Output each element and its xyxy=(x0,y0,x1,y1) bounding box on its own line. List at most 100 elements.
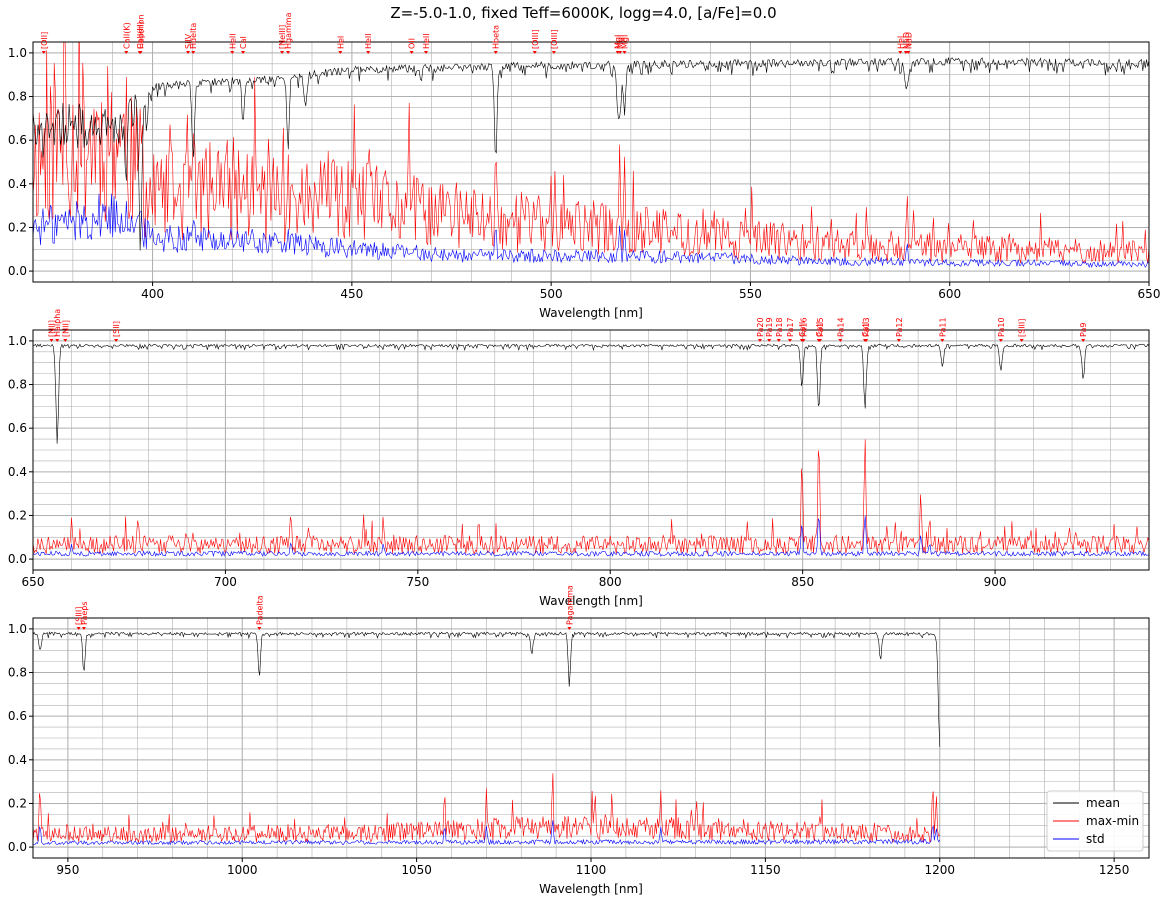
series-line-mean xyxy=(33,57,1149,251)
y-tick-label: 0.4 xyxy=(8,465,27,479)
line-label: NaD xyxy=(904,32,913,49)
line-marker xyxy=(618,51,623,54)
x-tick-label: 650 xyxy=(1138,287,1161,301)
line-label: [NII] xyxy=(61,320,70,337)
line-marker xyxy=(862,339,867,342)
line-label: [OIII] xyxy=(531,29,540,49)
line-label: [NII] xyxy=(47,320,56,337)
line-label: [NeIII] xyxy=(278,25,287,49)
legend-entry: max-min xyxy=(1086,814,1139,828)
legend-entry: mean xyxy=(1086,796,1120,810)
line-label: CaII xyxy=(798,322,807,337)
x-tick-label: 1150 xyxy=(750,863,781,877)
line-marker xyxy=(55,339,60,342)
y-tick-label: 0.6 xyxy=(8,421,27,435)
line-label: SiIV xyxy=(184,33,193,49)
x-axis-label: Wavelength [nm] xyxy=(539,594,643,608)
x-tick-label: 750 xyxy=(406,575,429,589)
x-tick-label: 1200 xyxy=(924,863,955,877)
line-marker xyxy=(551,51,556,54)
line-marker xyxy=(41,51,46,54)
line-label: [OIII] xyxy=(550,29,559,49)
line-label: [OII] xyxy=(40,32,49,49)
line-label: Pa9 xyxy=(1079,323,1088,337)
y-tick-label: 0.8 xyxy=(8,666,27,680)
line-label: HeII xyxy=(422,33,431,49)
line-label: CaII xyxy=(861,322,870,337)
line-marker xyxy=(906,51,911,54)
series-line-mean xyxy=(33,631,941,747)
line-marker xyxy=(1019,339,1024,342)
series-group xyxy=(33,343,1149,558)
line-label: Pa20 xyxy=(756,317,765,337)
figure-title: Z=-5.0-1.0, fixed Teff=6000K, logg=4.0, … xyxy=(390,4,776,22)
line-marker xyxy=(114,339,119,342)
line-label: [SII] xyxy=(112,321,121,337)
x-tick-label: 700 xyxy=(214,575,237,589)
panel-1-visible-spectrum: 400 450 500 550 600 650 0.0 0.2 0.4 0.6 0.8 1.0 Wave… xyxy=(8,12,1161,320)
line-label: Pa18 xyxy=(775,317,784,337)
line-marker xyxy=(257,627,262,630)
x-tick-label: 900 xyxy=(984,575,1007,589)
line-marker xyxy=(280,51,285,54)
legend-box xyxy=(1046,790,1144,852)
series-line-mean xyxy=(33,343,1149,444)
y-tick-label: 0.2 xyxy=(8,796,27,810)
line-label: MgI xyxy=(616,35,625,49)
y-tick-label: 0.0 xyxy=(8,840,27,854)
y-tick-label: 0.6 xyxy=(8,133,27,147)
x-tick-label: 400 xyxy=(141,287,164,301)
x-axis-label: Wavelength [nm] xyxy=(539,882,643,896)
line-label: MgI xyxy=(614,35,623,49)
line-marker xyxy=(423,51,428,54)
line-marker xyxy=(191,51,196,54)
x-tick-label: 950 xyxy=(56,863,79,877)
line-label: Hdelta xyxy=(189,23,198,49)
y-tick-label: 0.0 xyxy=(8,264,27,278)
line-label: Hepsilon xyxy=(137,14,146,49)
line-label: Pa14 xyxy=(836,317,845,337)
y-tick-label: 0.4 xyxy=(8,177,27,191)
axes-frame xyxy=(32,617,1150,859)
line-label: Pa17 xyxy=(786,317,795,337)
line-label: CaII(K) xyxy=(122,22,131,49)
x-tick-label: 1100 xyxy=(576,863,607,877)
y-tick-label: 1.0 xyxy=(8,46,27,60)
line-marker xyxy=(567,627,572,630)
line-marker xyxy=(286,51,291,54)
y-tick-label: 0.8 xyxy=(8,378,27,392)
x-tick-label: 1000 xyxy=(227,863,258,877)
axes-frame xyxy=(32,329,1150,571)
line-label: Pa19 xyxy=(765,317,774,337)
line-label: MgI xyxy=(620,35,629,49)
line-marker xyxy=(241,51,246,54)
line-marker xyxy=(757,339,762,342)
line-marker xyxy=(49,339,54,342)
x-tick-label: 800 xyxy=(599,575,622,589)
x-tick-label: 600 xyxy=(938,287,961,301)
line-label: HeII xyxy=(228,33,237,49)
line-marker xyxy=(776,339,781,342)
line-label: Halpha xyxy=(53,309,62,337)
line-marker xyxy=(940,339,945,342)
line-marker xyxy=(767,339,772,342)
line-label: Padelta xyxy=(255,595,264,625)
y-tick-label: 1.0 xyxy=(8,622,27,636)
y-tick-label: 0.2 xyxy=(8,508,27,522)
line-label: Hgamma xyxy=(284,12,293,49)
line-marker xyxy=(138,51,143,54)
panel-2-red-spectrum: 650 700 750 800 850 900 0.0 0.2 0.4 0.6 0.8 1.0 Wave… xyxy=(8,309,1150,608)
line-marker xyxy=(896,339,901,342)
line-marker xyxy=(532,51,537,54)
line-label: Pa12 xyxy=(895,317,904,337)
line-label: OII xyxy=(408,38,417,49)
line-label: Hbeta xyxy=(492,25,501,49)
line-label: NaD xyxy=(902,32,911,49)
series-line-std xyxy=(33,820,941,846)
x-tick-label: 450 xyxy=(340,287,363,301)
legend: mean max-min std xyxy=(1046,790,1144,852)
line-marker xyxy=(622,51,627,54)
line-marker xyxy=(124,51,129,54)
series-line-max-min xyxy=(33,439,1149,555)
